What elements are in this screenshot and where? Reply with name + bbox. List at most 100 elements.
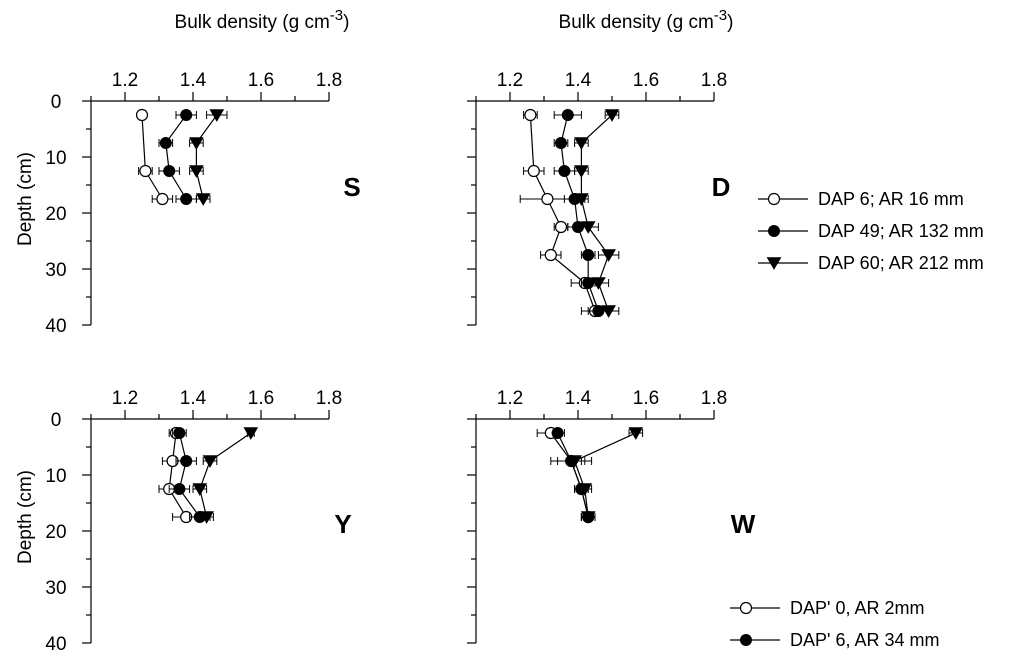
data-point	[209, 109, 225, 122]
x-tick-label: 1.4	[565, 388, 592, 409]
data-point	[173, 427, 186, 439]
data-point	[580, 221, 596, 234]
data-point	[243, 427, 259, 440]
y-axis-title: Depth (cm)	[15, 152, 36, 246]
x-tick-label: 1.2	[497, 70, 523, 91]
series-line	[168, 432, 187, 518]
legend-label: DAP 60; AR 212 mm	[818, 253, 984, 273]
legend-marker	[740, 634, 752, 646]
series-triangle-down	[567, 427, 644, 524]
series-triangle-down	[189, 109, 228, 206]
data-point	[555, 137, 567, 149]
legend-label: DAP' 6, AR 34 mm	[790, 630, 939, 650]
y-tick-label: 10	[45, 466, 66, 487]
x-axis-title: Bulk density (g cm-3)	[175, 7, 350, 33]
data-point	[561, 109, 574, 121]
legend-label: DAP 6; AR 16 mm	[818, 189, 964, 209]
data-point	[524, 108, 537, 122]
data-point	[541, 192, 554, 206]
y-axis-title: Depth (cm)	[15, 470, 36, 564]
y-tick-label: 30	[45, 578, 66, 599]
data-point	[135, 108, 149, 122]
x-tick-label: 1.8	[316, 388, 342, 409]
data-point	[591, 277, 606, 290]
panel-label: S	[343, 172, 360, 202]
y-tick-label: 40	[45, 316, 66, 337]
series-triangle-down	[192, 427, 259, 524]
x-tick-label: 1.8	[701, 388, 727, 409]
x-tick-label: 1.4	[565, 70, 592, 91]
data-point	[189, 165, 204, 178]
y-tick-label: 0	[51, 92, 62, 113]
x-tick-label: 1.4	[180, 70, 207, 91]
x-tick-label: 1.2	[112, 70, 138, 91]
panel-y: 1.2 1.4 1.6 1.8 0 10 20 30 40 Depth (cm) Y	[15, 388, 352, 653]
series-circle-filled	[168, 427, 211, 523]
series-circle-filled	[551, 427, 596, 523]
data-point	[199, 511, 214, 524]
data-point	[577, 483, 593, 496]
x-tick-label: 1.2	[112, 388, 138, 409]
panel-label: D	[712, 172, 731, 202]
x-axis-title: Bulk density (g cm-3)	[559, 7, 734, 33]
data-point	[574, 137, 589, 150]
x-tick-label: 1.4	[180, 388, 207, 409]
data-point	[604, 109, 620, 122]
data-point	[527, 164, 540, 178]
data-point	[180, 193, 193, 205]
series-triangle-down	[574, 109, 620, 318]
data-point	[173, 483, 186, 495]
data-point	[192, 483, 208, 496]
legend-marker	[739, 601, 753, 615]
data-point	[139, 164, 152, 178]
data-point	[601, 305, 616, 318]
y-tick-label: 20	[45, 204, 66, 225]
x-tick-label: 1.2	[497, 388, 523, 409]
legend-marker	[768, 225, 780, 237]
data-point	[628, 427, 644, 440]
series-line	[557, 432, 589, 518]
data-point	[195, 193, 211, 206]
series-line	[573, 432, 637, 518]
data-point	[574, 165, 589, 178]
series-line	[195, 114, 218, 200]
x-tick-label: 1.8	[701, 70, 727, 91]
data-point	[544, 248, 557, 262]
data-point	[567, 455, 582, 468]
y-tick-label: 20	[45, 522, 66, 543]
y-tick-label: 30	[45, 260, 66, 281]
data-point	[156, 192, 169, 206]
legend-label: DAP 49; AR 132 mm	[818, 221, 984, 241]
series-line	[550, 432, 589, 518]
data-point	[180, 109, 193, 121]
data-point	[558, 165, 571, 177]
data-point	[582, 249, 595, 261]
data-point	[554, 220, 568, 234]
panel-w: 1.2 1.4 1.6 1.8 W DAP' 0, AR 2mm DAP' 6, AR 34…	[467, 388, 939, 650]
legend-marker	[767, 192, 781, 206]
panel-s: 1.2 1.4 1.6 1.8 0 10 20 30 40 Depth (cm) Bulk dens…	[15, 7, 361, 337]
x-tick-label: 1.6	[633, 70, 659, 91]
data-point	[159, 137, 172, 149]
series-circle-open	[135, 108, 174, 206]
series-line	[199, 432, 252, 518]
legend-label: DAP' 0, AR 2mm	[790, 598, 924, 618]
data-point	[574, 193, 589, 206]
x-tick-label: 1.6	[248, 388, 274, 409]
series-line	[178, 432, 201, 518]
panel-label: Y	[334, 509, 351, 539]
x-tick-label: 1.6	[248, 70, 274, 91]
data-point	[163, 165, 176, 177]
y-tick-label: 0	[51, 410, 62, 431]
data-point	[551, 427, 564, 439]
y-tick-label: 40	[45, 634, 66, 653]
panel-label: W	[731, 509, 756, 539]
data-point	[202, 455, 218, 468]
legend-marker	[766, 257, 782, 270]
series-circle-filled	[158, 109, 197, 205]
x-tick-label: 1.8	[316, 70, 342, 91]
data-point	[189, 137, 204, 150]
data-point	[601, 249, 616, 262]
